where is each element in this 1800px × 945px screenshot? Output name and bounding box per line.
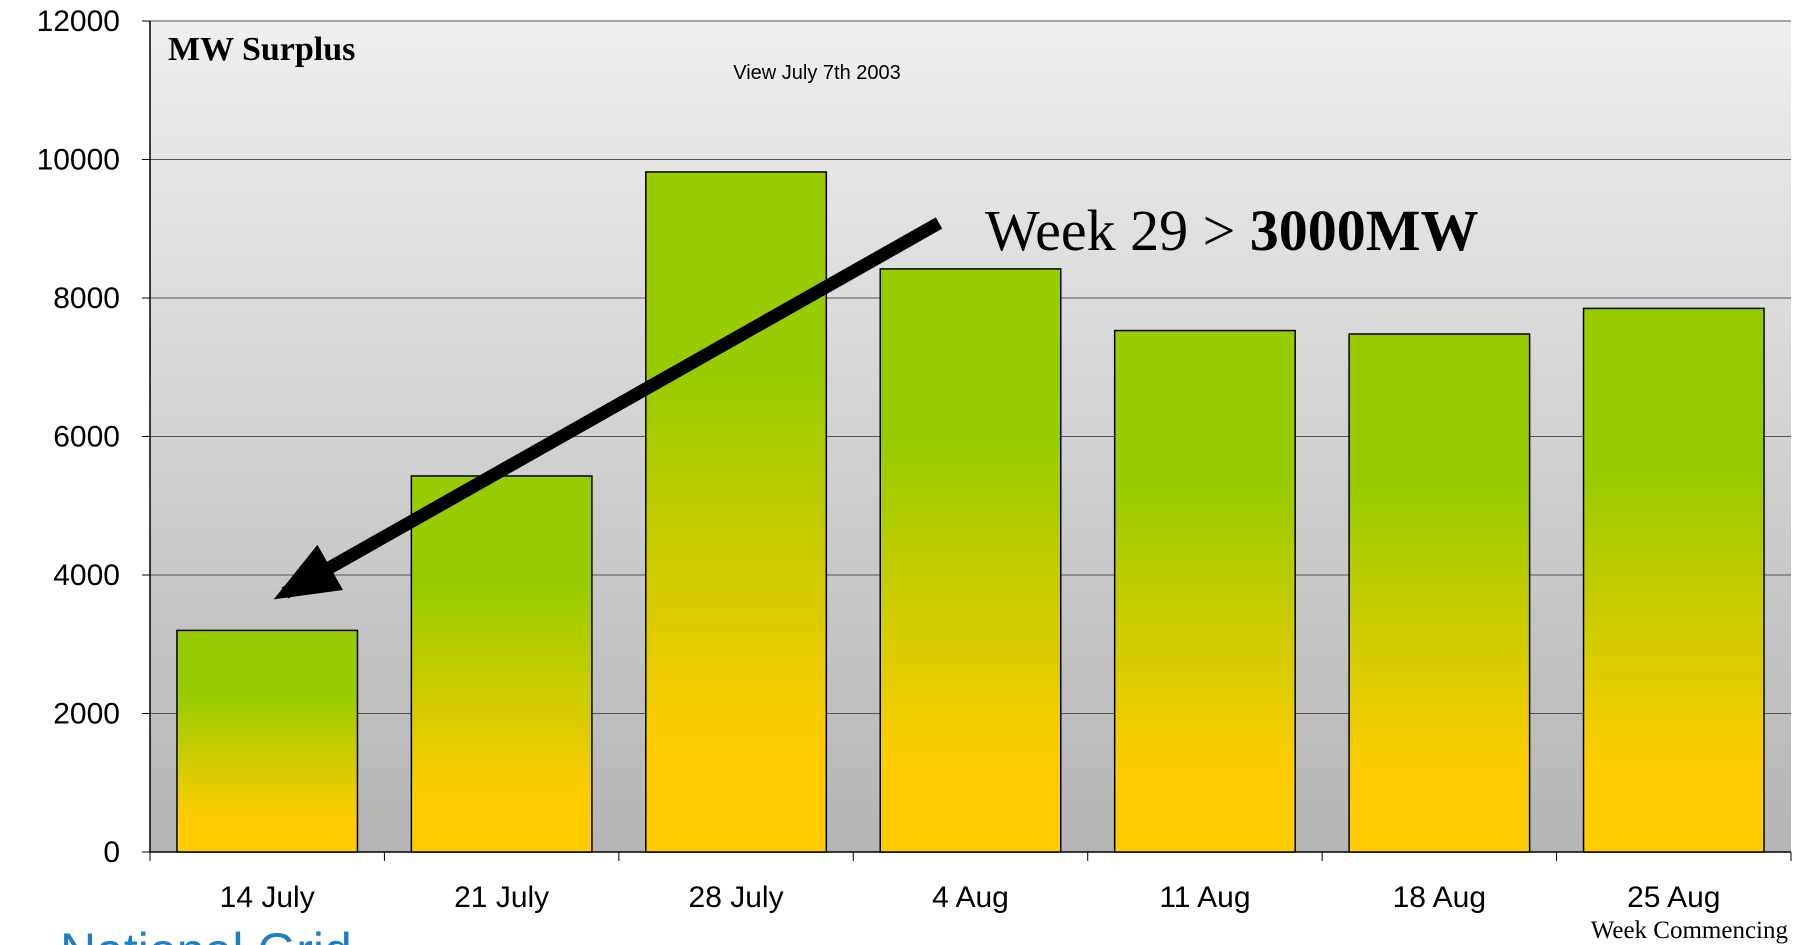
x-tick-label: 14 July [220, 881, 315, 914]
y-tick-label: 8000 [53, 282, 120, 315]
y-tick-label: 2000 [53, 698, 120, 731]
chart-title: MW Surplus [168, 31, 355, 68]
x-tick-label: 25 Aug [1627, 881, 1720, 914]
x-tick-label: 11 Aug [1159, 881, 1250, 914]
bar [1113, 329, 1296, 853]
bar [879, 268, 1062, 853]
x-axis-label: Week Commencing [1591, 917, 1789, 944]
y-tick-label: 4000 [53, 559, 120, 592]
annotation-arrow [273, 217, 943, 600]
footer-logo: National Grid [60, 923, 352, 945]
bar [1582, 307, 1765, 853]
chart-subtitle: View July 7th 2003 [733, 62, 901, 84]
annotation-text: Week 29 > [985, 198, 1235, 263]
x-tick-label: 28 July [689, 881, 784, 914]
x-tick-label: 4 Aug [932, 881, 1009, 914]
bar [410, 475, 593, 853]
y-tick-label: 10000 [37, 144, 120, 177]
y-tick-label: 0 [103, 836, 120, 869]
bar [645, 171, 828, 853]
y-tick-label: 6000 [53, 421, 120, 454]
y-tick-label: 12000 [37, 5, 120, 38]
annotation: Week 29 > 3000MW [985, 198, 1479, 263]
bar [176, 629, 359, 853]
x-tick-label: 21 July [454, 881, 549, 914]
x-tick-label: 18 Aug [1393, 881, 1486, 914]
annotation-emphasis: 3000MW [1250, 198, 1479, 263]
bar [1348, 333, 1531, 853]
